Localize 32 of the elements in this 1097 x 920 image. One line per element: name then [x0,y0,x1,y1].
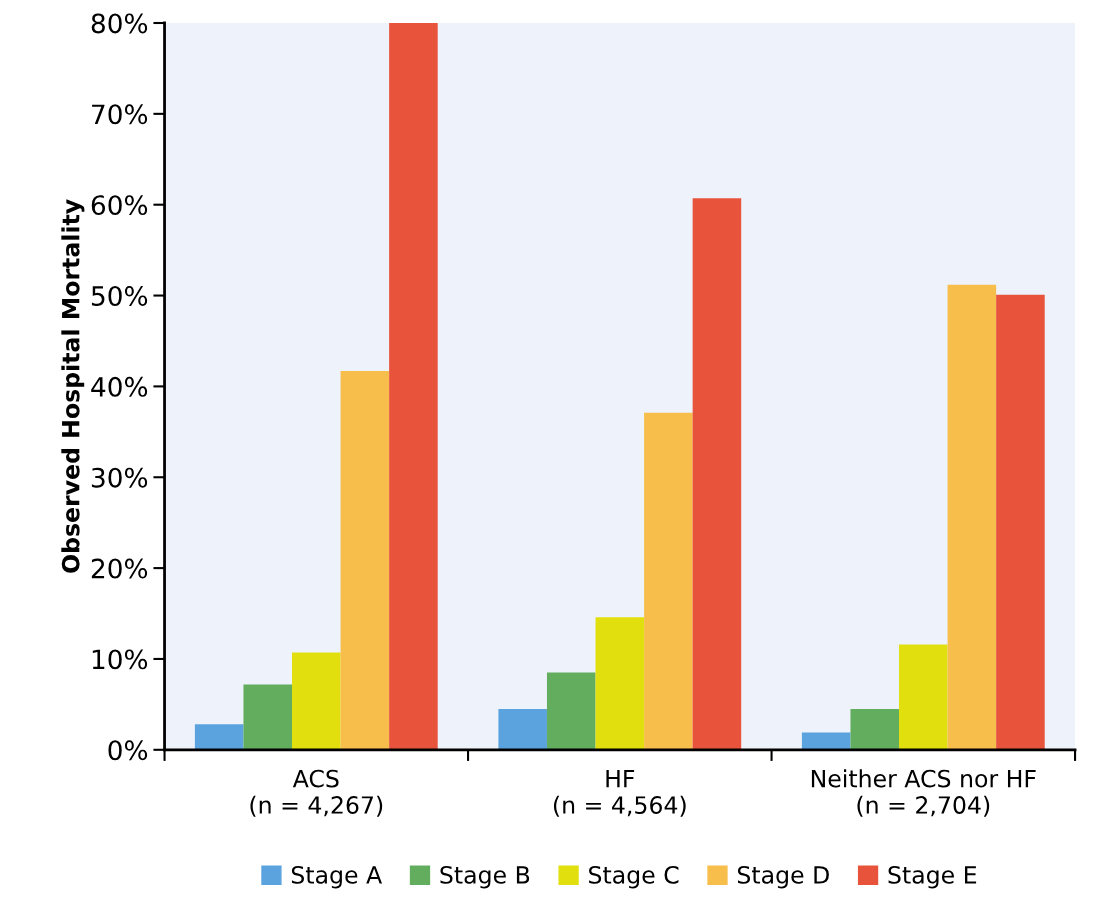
y-tick-label: 40% [91,376,148,397]
bar [546,672,596,750]
bar [194,724,244,750]
y-tick-label: 20% [91,558,148,579]
bar [292,652,341,750]
bar [996,294,1045,750]
x-tick-label: HF (n = 4,564) [553,769,686,817]
y-tick-label: 70% [92,104,148,125]
bar [498,708,547,750]
legend-label: Stage D [737,865,829,889]
legend-label: Stage A [291,865,383,889]
legend-label: Stage B [440,865,530,889]
y-axis-title: Observed Hospital Mortality [61,199,85,573]
bar [340,370,390,750]
bar [692,198,742,750]
bar [595,617,645,750]
bar [389,23,438,750]
x-tick-label: Neither ACS nor HF (n = 2,704) [811,769,1036,817]
legend-label: Stage E [888,865,977,889]
bar [644,412,693,750]
y-tick-label: 50% [91,285,148,306]
y-tick-label: 0% [108,740,148,761]
bar [850,708,900,750]
bar [243,684,293,750]
y-tick-label: 10% [92,649,148,670]
x-tick-label: ACS (n = 4,267) [250,769,383,817]
bar [899,644,948,750]
bar [947,284,997,750]
y-tick-label: 60% [91,195,148,216]
y-tick-label: 30% [91,467,148,488]
legend-label: Stage C [589,865,679,889]
y-tick-label: 80% [91,13,148,34]
